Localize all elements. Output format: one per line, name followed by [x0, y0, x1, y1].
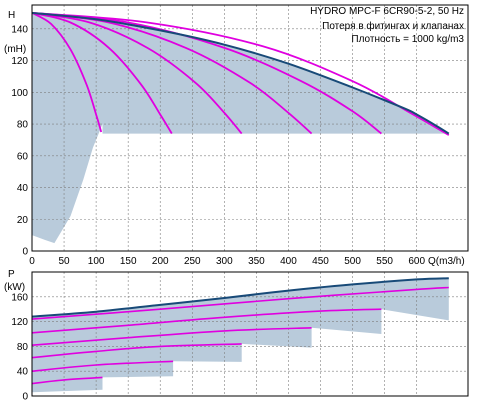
head-axis-label: H — [8, 10, 15, 21]
flow-tick-label: 400 — [280, 256, 297, 267]
head-curve — [31, 12, 382, 135]
power-curve — [31, 327, 312, 346]
power-chart: 0 40 80 120 160 P (kW) — [4, 269, 469, 400]
head-curve — [31, 12, 450, 136]
flow-tick-label: 350 — [248, 256, 265, 267]
power-operating-area — [32, 278, 449, 393]
flow-tick-label: 450 — [312, 256, 329, 267]
power-grid — [32, 272, 468, 396]
annotation-fittings-loss: Потеря в фитингах и клапанах — [322, 20, 464, 32]
head-curve — [31, 12, 103, 133]
power-tick-label: 80 — [17, 342, 29, 353]
head-axis-unit: (mH) — [4, 44, 26, 55]
head-tick-label: 80 — [17, 120, 29, 131]
head-tick-labels: 0 50 100 150 200 250 300 350 400 450 500 550 600 0 20 4… — [11, 24, 425, 267]
head-tick-label: 0 — [22, 247, 28, 258]
flow-tick-label: 600 — [408, 256, 425, 267]
flow-tick-label: 250 — [184, 256, 201, 267]
flow-axis-label: Q(m3/h) — [428, 256, 465, 267]
head-curves — [31, 11, 450, 136]
power-tick-label: 120 — [11, 317, 28, 328]
head-plot-frame — [31, 4, 469, 252]
head-tick-label: 140 — [11, 24, 28, 35]
flow-tick-label: 0 — [29, 256, 35, 267]
flow-tick-label: 150 — [120, 256, 137, 267]
power-tick-labels: 0 40 80 120 160 — [11, 292, 28, 400]
head-envelope-curve — [31, 11, 450, 135]
flow-tick-label: 550 — [376, 256, 393, 267]
power-tick-label: 40 — [17, 367, 29, 378]
head-tick-label: 20 — [17, 215, 29, 226]
power-tick-label: 160 — [11, 292, 28, 303]
power-axis-label: P — [8, 269, 15, 280]
flow-tick-label: 50 — [58, 256, 70, 267]
power-tick-label: 0 — [22, 392, 28, 400]
head-tick-label: 120 — [11, 56, 28, 67]
power-shade-area — [32, 278, 449, 393]
head-operating-area — [32, 12, 449, 244]
power-envelope-curve — [31, 277, 449, 318]
head-curve — [31, 12, 173, 135]
flow-tick-label: 300 — [216, 256, 233, 267]
head-grid — [32, 5, 468, 251]
head-curve — [31, 12, 243, 135]
head-tick-label: 60 — [17, 151, 29, 162]
head-tick-label: 40 — [17, 183, 29, 194]
head-tick-label: 100 — [11, 88, 28, 99]
power-curve — [31, 360, 174, 372]
head-shade-area — [32, 12, 449, 244]
power-curve — [31, 286, 449, 320]
flow-tick-label: 500 — [344, 256, 361, 267]
power-curve — [31, 376, 103, 385]
head-chart: 0 50 100 150 200 250 300 350 400 450 500 550 600 0 20 4… — [4, 4, 469, 267]
power-curves — [31, 277, 449, 385]
power-plot-frame — [31, 271, 469, 397]
annotation-density: Плотность = 1000 kg/m3 — [351, 34, 464, 45]
power-axis-unit: (kW) — [4, 282, 25, 293]
chart-title: HYDRO MPC-F 6CR90-5-2, 50 Hz — [310, 6, 464, 17]
power-curve — [31, 308, 382, 334]
flow-tick-label: 200 — [152, 256, 169, 267]
power-curve — [31, 343, 242, 359]
flow-tick-label: 100 — [88, 256, 105, 267]
